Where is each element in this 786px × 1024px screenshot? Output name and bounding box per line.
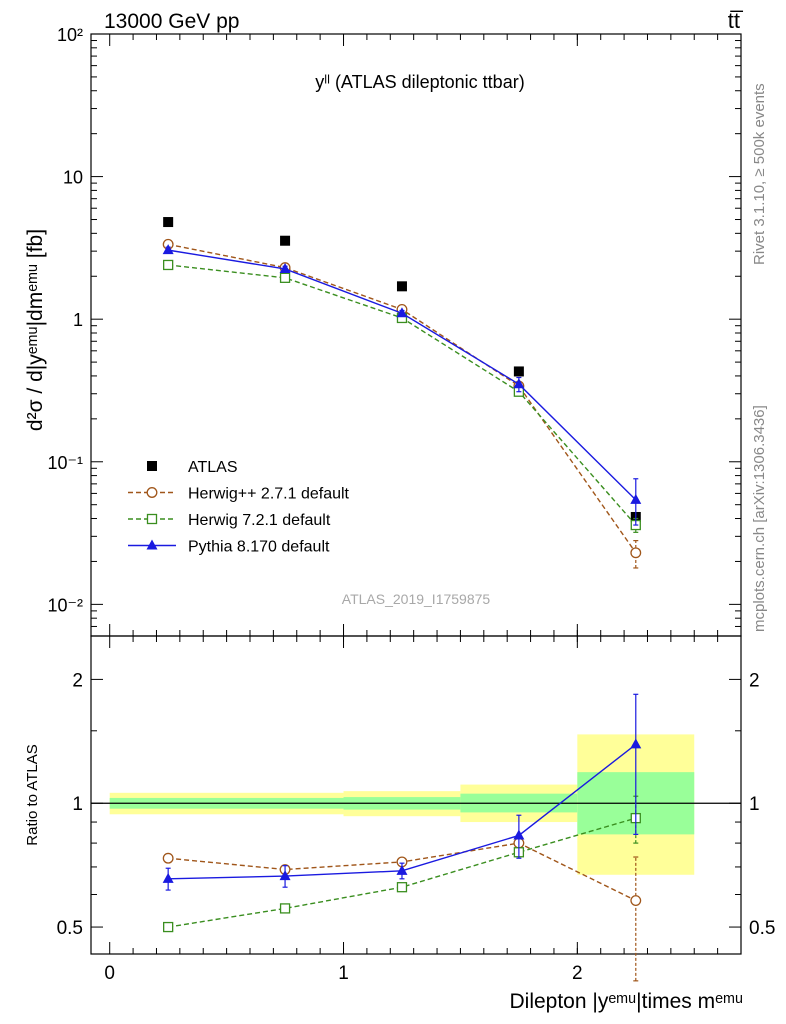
data-point-herwig-7-2-1-default bbox=[163, 259, 174, 271]
mcplots-info-text: mcplots.cern.ch [arXiv:1306.3436] bbox=[751, 405, 768, 632]
legend-marker bbox=[147, 461, 157, 471]
header-collision-label: 13000 GeV pp bbox=[104, 10, 239, 33]
series-atlas bbox=[163, 217, 641, 522]
data-point-pythia-8-170-default bbox=[162, 244, 174, 255]
data-point-atlas bbox=[396, 281, 407, 292]
ratio-series-pythia-8-170-default bbox=[162, 693, 642, 891]
main-y-tick-label: 10⁻¹ bbox=[47, 453, 83, 473]
series-pythia-8-170-default bbox=[162, 244, 642, 526]
main-series-layer bbox=[162, 217, 642, 569]
main-panel: 10⁻² 10⁻¹ 1 10 10² yˡˡ (ATLAS dileptonic ttb… bbox=[24, 25, 742, 637]
x-axis-label: Dilepton |yᵉᵐᵘ|times mᵉᵐᵘ bbox=[509, 990, 743, 1013]
data-point-pythia-8-170-default bbox=[630, 493, 642, 504]
ratio-point-herwig-2-7-1-default bbox=[630, 895, 642, 906]
main-plot-title: yˡˡ (ATLAS dileptonic ttbar) bbox=[315, 72, 524, 92]
ratio-y-tick-label: 2 bbox=[72, 670, 83, 691]
header-process-label: tt̅ bbox=[728, 8, 744, 33]
ratio-y-tick-label: 0.5 bbox=[57, 918, 83, 939]
legend: ATLAS Herwig++ 2.7.1 default Herwig 7.2.1 … bbox=[128, 459, 350, 556]
x-tick-label: 0 bbox=[104, 963, 115, 984]
legend-label: Pythia 8.170 default bbox=[188, 539, 330, 556]
data-point-pythia-8-170-default bbox=[279, 262, 291, 273]
ratio-y-tick-label-right: 1 bbox=[749, 794, 760, 815]
data-point-pythia-8-170-default bbox=[396, 307, 408, 318]
ratio-panel: 0.5 0.5 1 1 2 2 0 1 2 Ratio to ATLAS Dilepton |… bbox=[24, 635, 776, 1013]
legend-label: Herwig++ 2.7.1 default bbox=[188, 486, 350, 503]
ratio-y-tick-label-right: 2 bbox=[749, 670, 760, 691]
legend-label: ATLAS bbox=[188, 459, 238, 476]
data-point-pythia-8-170-default bbox=[513, 378, 525, 389]
ratio-point-pythia-8-170-default bbox=[513, 829, 525, 840]
ratio-plot-frame bbox=[90, 635, 742, 955]
ratio-series-herwig-2-7-1-default bbox=[162, 837, 642, 982]
uncertainty-bands bbox=[91, 734, 741, 875]
ratio-y-axis: 0.5 0.5 1 1 2 2 bbox=[57, 670, 776, 939]
ratio-point-herwig-7-2-1-default bbox=[396, 882, 408, 893]
ratio-point-pythia-8-170-default bbox=[162, 872, 174, 883]
ratio-point-herwig-7-2-1-default bbox=[163, 921, 174, 933]
ratio-y-tick-label-right: 0.5 bbox=[749, 918, 775, 939]
main-y-axis: 10⁻² 10⁻¹ 1 10 10² bbox=[47, 25, 741, 637]
ratio-point-pythia-8-170-default bbox=[396, 864, 408, 875]
main-y-axis-label: d²σ / d|yᵉᵐᵘ|dmᵉᵐᵘ [fb] bbox=[24, 229, 47, 431]
main-y-tick-label: 1 bbox=[73, 310, 83, 330]
legend-marker bbox=[146, 513, 158, 525]
ratio-series-layer bbox=[162, 693, 642, 982]
legend-entry-herwig-2-7-1-default: Herwig++ 2.7.1 default bbox=[128, 486, 350, 503]
legend-label: Herwig 7.2.1 default bbox=[188, 512, 331, 529]
ratio-y-axis-label: Ratio to ATLAS bbox=[24, 744, 41, 845]
main-y-tick-label: 10² bbox=[57, 25, 83, 45]
legend-entry-atlas: ATLAS bbox=[147, 459, 238, 476]
x-axis: 0 1 2 bbox=[104, 636, 719, 984]
ratio-point-herwig-2-7-1-default bbox=[162, 852, 174, 864]
x-tick-label: 2 bbox=[572, 963, 583, 984]
legend-marker bbox=[146, 539, 158, 550]
watermark-analysis-id: ATLAS_2019_I1759875 bbox=[342, 591, 491, 607]
main-y-tick-label: 10 bbox=[63, 168, 83, 188]
data-point-herwig-7-2-1-default bbox=[279, 272, 291, 283]
data-point-atlas bbox=[513, 366, 524, 377]
ratio-point-pythia-8-170-default bbox=[630, 738, 642, 749]
ratio-y-tick-label: 1 bbox=[72, 794, 83, 815]
ratio-point-pythia-8-170-default bbox=[279, 870, 291, 881]
ratio-point-herwig-7-2-1-default bbox=[279, 903, 291, 914]
x-tick-label: 1 bbox=[338, 963, 349, 984]
data-point-herwig-2-7-1-default bbox=[630, 547, 642, 559]
main-y-tick-label: 10⁻² bbox=[47, 595, 83, 615]
data-point-atlas bbox=[280, 235, 291, 246]
rivet-info-text: Rivet 3.1.10, ≥ 500k events bbox=[751, 83, 768, 265]
legend-entry-herwig-7-2-1-default: Herwig 7.2.1 default bbox=[128, 512, 331, 529]
legend-entry-pythia-8-170-default: Pythia 8.170 default bbox=[128, 539, 330, 556]
legend-marker bbox=[146, 487, 158, 498]
data-point-atlas bbox=[163, 217, 174, 228]
